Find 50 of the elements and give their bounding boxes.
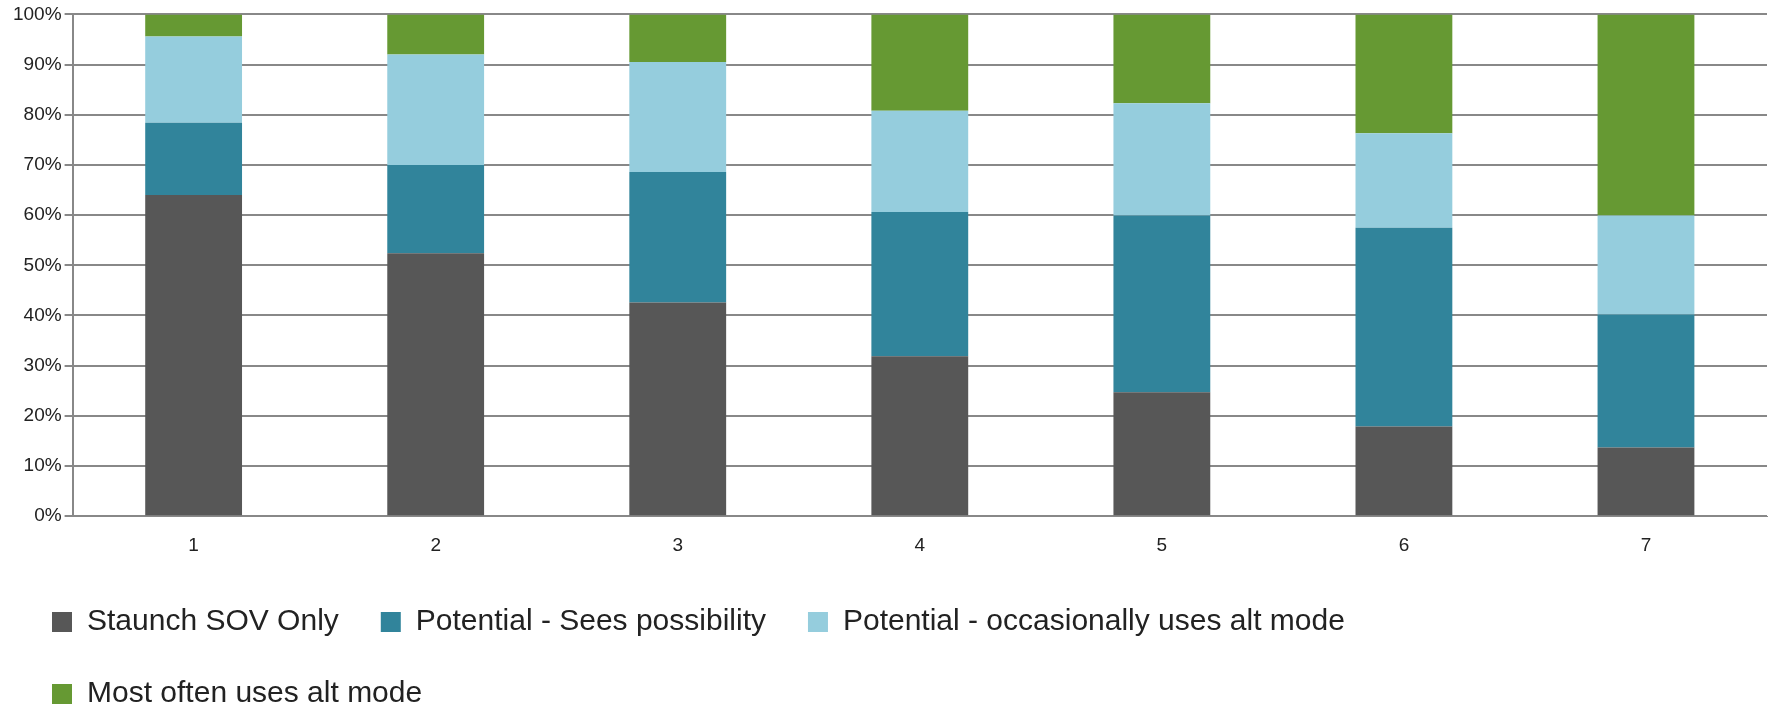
bar — [1113, 392, 1211, 516]
y-tick-label: 30% — [23, 353, 62, 375]
legend-label: Staunch SOV Only — [87, 603, 339, 637]
bar — [1113, 215, 1211, 393]
y-tick-label: 0% — [34, 504, 62, 526]
bar — [145, 36, 243, 123]
bar — [145, 195, 243, 516]
bar — [1355, 14, 1453, 134]
legend-label: Most often uses alt mode — [87, 675, 423, 709]
bar — [1597, 447, 1695, 516]
bar — [1355, 133, 1453, 228]
y-tick-label: 10% — [23, 454, 62, 476]
bar — [145, 14, 243, 37]
legend-label: Potential - occasionally uses alt mode — [842, 603, 1345, 637]
x-tick-label: 2 — [430, 533, 441, 555]
bar — [871, 356, 969, 516]
bar — [1113, 103, 1211, 216]
bar — [1355, 227, 1453, 427]
legend-label: Potential - Sees possibility — [415, 603, 766, 637]
x-tick-label: 4 — [914, 533, 926, 555]
bar — [629, 302, 727, 516]
bar — [871, 110, 969, 213]
y-tick-label: 50% — [23, 253, 62, 275]
x-tick-label: 7 — [1640, 533, 1652, 555]
y-tick-label: 20% — [23, 404, 62, 426]
y-tick-label: 100% — [12, 2, 62, 24]
bar — [629, 171, 727, 303]
bar — [1597, 14, 1695, 216]
x-tick-label: 3 — [672, 533, 684, 555]
y-tick-label: 90% — [23, 52, 62, 74]
bar — [1113, 14, 1211, 104]
y-tick-label: 80% — [23, 102, 62, 124]
bar — [387, 54, 485, 165]
bar — [1597, 314, 1695, 448]
y-tick-label: 70% — [23, 153, 62, 175]
x-tick-label: 1 — [188, 533, 199, 555]
y-tick-label: 40% — [23, 303, 62, 325]
bar — [145, 122, 243, 196]
bar — [387, 253, 485, 516]
bar — [1597, 215, 1695, 315]
x-tick-label: 6 — [1398, 533, 1410, 555]
x-tick-label: 5 — [1156, 533, 1168, 555]
bar — [871, 212, 969, 357]
bar — [629, 62, 727, 172]
bar — [1355, 426, 1453, 516]
bar — [871, 14, 969, 111]
bar — [629, 14, 727, 63]
y-tick-label: 60% — [23, 203, 62, 225]
bar — [387, 164, 485, 254]
bar — [387, 14, 485, 55]
